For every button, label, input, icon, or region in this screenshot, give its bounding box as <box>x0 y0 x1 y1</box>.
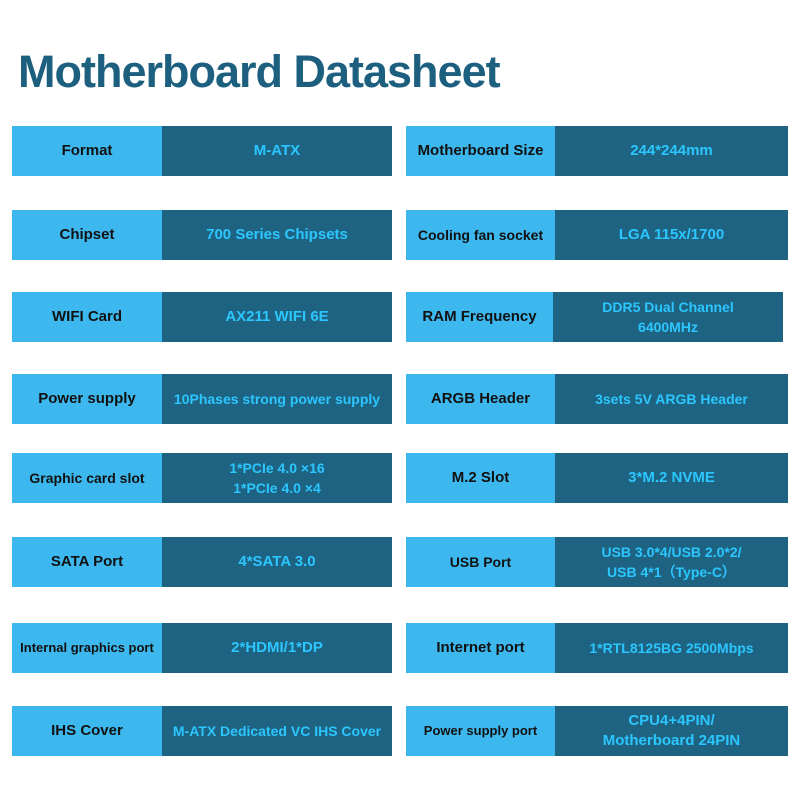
spec-label-chipset: Chipset <box>12 210 162 260</box>
spec-value-usb-port: USB 3.0*4/USB 2.0*2/ USB 4*1（Type-C） <box>555 537 788 587</box>
spec-label-usb-port: USB Port <box>406 537 555 587</box>
spec-label-m2-slot: M.2 Slot <box>406 453 555 503</box>
spec-value-motherboard-size: 244*244mm <box>555 126 788 176</box>
spec-label-argb-header: ARGB Header <box>406 374 555 424</box>
spec-value-internet-port: 1*RTL8125BG 2500Mbps <box>555 623 788 673</box>
spec-value-m2-slot: 3*M.2 NVME <box>555 453 788 503</box>
spec-value-power-supply-port: CPU4+4PIN/ Motherboard 24PIN <box>555 706 788 756</box>
spec-label-cooling-fan-socket: Cooling fan socket <box>406 210 555 260</box>
spec-value-ihs-cover: M-ATX Dedicated VC IHS Cover <box>162 706 392 756</box>
spec-label-ram-frequency: RAM Frequency <box>406 292 553 342</box>
spec-value-argb-header: 3sets 5V ARGB Header <box>555 374 788 424</box>
spec-label-wifi-card: WIFI Card <box>12 292 162 342</box>
spec-label-graphic-card-slot: Graphic card slot <box>12 453 162 503</box>
spec-value-cooling-fan-socket: LGA 115x/1700 <box>555 210 788 260</box>
spec-value-format: M-ATX <box>162 126 392 176</box>
spec-value-power-supply: 10Phases strong power supply <box>162 374 392 424</box>
spec-value-wifi-card: AX211 WIFI 6E <box>162 292 392 342</box>
spec-value-sata-port: 4*SATA 3.0 <box>162 537 392 587</box>
spec-value-ram-frequency: DDR5 Dual Channel 6400MHz <box>553 292 783 342</box>
spec-label-power-supply: Power supply <box>12 374 162 424</box>
spec-label-internet-port: Internet port <box>406 623 555 673</box>
spec-label-internal-graphics-port: Internal graphics port <box>12 623 162 673</box>
spec-label-sata-port: SATA Port <box>12 537 162 587</box>
spec-value-graphic-card-slot: 1*PCIe 4.0 ×16 1*PCIe 4.0 ×4 <box>162 453 392 503</box>
spec-label-motherboard-size: Motherboard Size <box>406 126 555 176</box>
spec-label-power-supply-port: Power supply port <box>406 706 555 756</box>
spec-value-internal-graphics-port: 2*HDMI/1*DP <box>162 623 392 673</box>
spec-value-chipset: 700 Series Chipsets <box>162 210 392 260</box>
spec-label-ihs-cover: IHS Cover <box>12 706 162 756</box>
page-title: Motherboard Datasheet <box>18 46 501 97</box>
spec-label-format: Format <box>12 126 162 176</box>
